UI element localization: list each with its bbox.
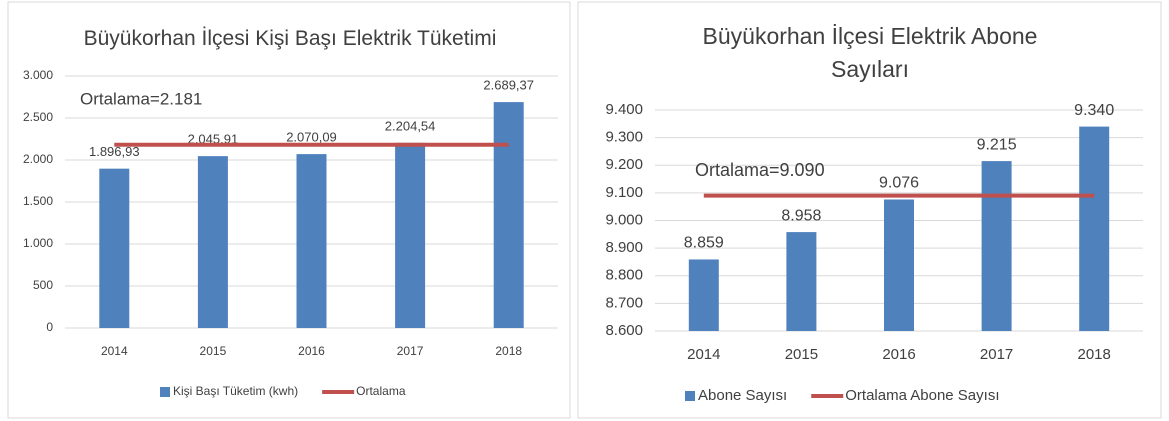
data-label: 9.215 — [977, 136, 1017, 153]
chart-title: Büyükorhan İlçesi Elektrik Abone Sayılar… — [702, 23, 1038, 82]
bar — [197, 156, 228, 328]
data-label: 1.896,93 — [89, 144, 140, 159]
data-label: 8.958 — [781, 207, 821, 224]
x-tick-label: 2015 — [200, 344, 227, 358]
legend-label: Kişi Başı Tüketim (kwh) — [173, 384, 298, 398]
y-tick-label: 3.000 — [23, 68, 53, 82]
y-tick-label: 500 — [33, 278, 53, 292]
panel — [7, 1, 571, 419]
data-label: 8.859 — [684, 235, 724, 252]
y-tick-label: 9.100 — [605, 184, 643, 201]
x-tick-label: 2016 — [882, 346, 915, 363]
x-tick-label: 2018 — [495, 344, 522, 358]
y-tick-label: 0 — [46, 320, 53, 334]
legend-swatch — [160, 387, 170, 397]
bar — [1079, 126, 1110, 331]
legend-label: Ortalama — [356, 384, 406, 398]
legend-label: Abone Sayısı — [698, 387, 787, 404]
bar — [395, 142, 426, 328]
y-tick-label: 8.600 — [605, 322, 643, 339]
x-tick-label: 2017 — [980, 346, 1013, 363]
y-tick-label: 9.000 — [605, 211, 643, 228]
data-label: 2.070,09 — [286, 130, 337, 145]
x-tick-label: 2016 — [298, 344, 325, 358]
bar — [786, 232, 817, 331]
x-tick-label: 2015 — [785, 346, 818, 363]
bar — [296, 154, 327, 328]
y-tick-label: 9.400 — [605, 101, 643, 118]
x-tick-label: 2014 — [687, 346, 720, 363]
annotation: Ortalama=9.090 — [695, 160, 825, 180]
y-tick-label: 8.800 — [605, 267, 643, 284]
y-tick-label: 9.300 — [605, 129, 643, 146]
panel — [577, 1, 1162, 419]
y-tick-label: 1.500 — [23, 194, 53, 208]
y-tick-label: 2.000 — [23, 152, 53, 166]
y-tick-label: 1.000 — [23, 236, 53, 250]
y-tick-label: 8.700 — [605, 294, 643, 311]
legend-label: Ortalama Abone Sayısı — [845, 387, 999, 404]
y-tick-label: 2.500 — [23, 110, 53, 124]
data-label: 9.076 — [879, 175, 919, 192]
bar — [981, 161, 1012, 331]
x-tick-label: 2018 — [1078, 346, 1111, 363]
x-tick-label: 2017 — [397, 344, 424, 358]
bar — [99, 168, 130, 328]
annotation: Ortalama=2.181 — [80, 89, 202, 108]
chart-title: Büyükorhan İlçesi Kişi Başı Elektrik Tük… — [83, 27, 497, 50]
bar — [688, 259, 719, 331]
bar — [493, 102, 524, 328]
y-tick-label: 9.200 — [605, 156, 643, 173]
data-label: 2.204,54 — [385, 118, 436, 133]
y-tick-label: 8.900 — [605, 239, 643, 256]
x-tick-label: 2014 — [101, 344, 128, 358]
data-label: 2.689,37 — [483, 78, 534, 93]
bar — [884, 199, 914, 331]
data-label: 9.340 — [1074, 102, 1114, 119]
legend-swatch — [685, 391, 695, 401]
